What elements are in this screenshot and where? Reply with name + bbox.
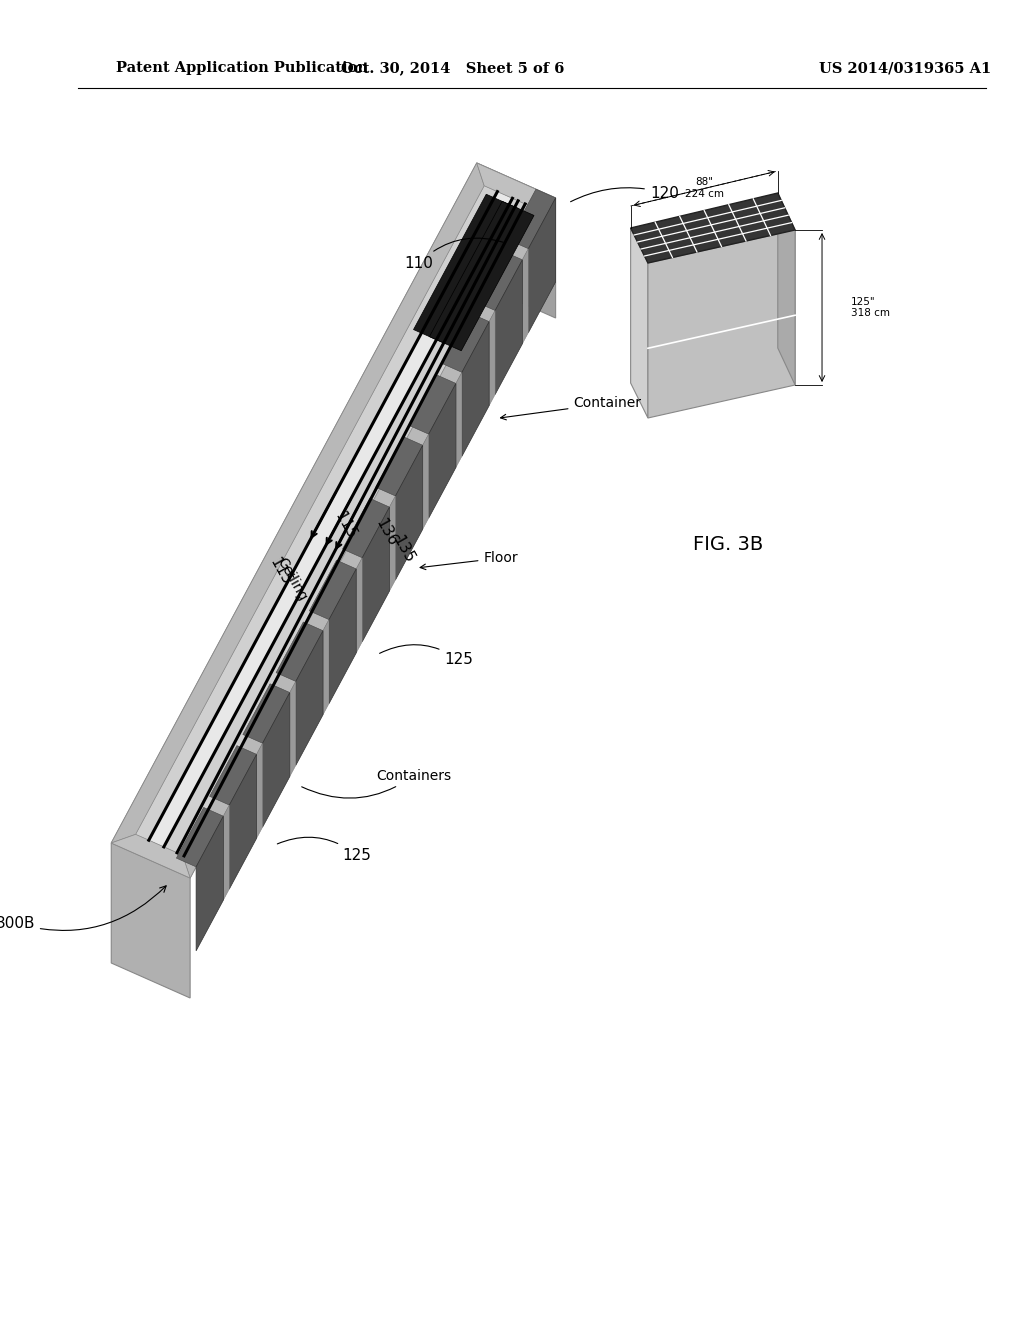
Text: Patent Application Publication: Patent Application Publication (116, 61, 368, 75)
Text: 136: 136 (373, 516, 400, 549)
Polygon shape (489, 310, 496, 405)
Polygon shape (135, 186, 498, 841)
Polygon shape (342, 499, 389, 558)
Polygon shape (631, 228, 648, 418)
Text: Container: Container (501, 396, 641, 420)
Polygon shape (229, 754, 257, 890)
Polygon shape (395, 445, 423, 579)
Polygon shape (509, 189, 556, 248)
Text: Oct. 30, 2014   Sheet 5 of 6: Oct. 30, 2014 Sheet 5 of 6 (341, 61, 564, 75)
Polygon shape (389, 496, 395, 591)
Polygon shape (290, 681, 296, 776)
Text: US 2014/0319365 A1: US 2014/0319365 A1 (818, 61, 991, 75)
Polygon shape (456, 372, 462, 467)
Polygon shape (528, 198, 556, 333)
Polygon shape (296, 631, 323, 766)
Polygon shape (496, 260, 522, 395)
Text: FIG. 3B: FIG. 3B (693, 536, 764, 554)
Polygon shape (362, 507, 389, 642)
Polygon shape (442, 313, 489, 372)
Text: Floor: Floor (420, 550, 518, 570)
Polygon shape (182, 198, 556, 878)
Text: 120: 120 (570, 186, 679, 202)
Polygon shape (356, 558, 362, 653)
Text: 300B: 300B (0, 886, 166, 931)
Polygon shape (329, 569, 356, 704)
Polygon shape (477, 162, 556, 207)
Polygon shape (112, 162, 484, 843)
Polygon shape (210, 746, 257, 805)
Polygon shape (257, 743, 262, 838)
Polygon shape (243, 684, 290, 743)
Polygon shape (423, 434, 429, 529)
Polygon shape (522, 248, 528, 343)
Polygon shape (148, 191, 512, 847)
Polygon shape (409, 375, 456, 434)
Text: 88"
224 cm: 88" 224 cm (685, 177, 724, 199)
Polygon shape (276, 622, 323, 681)
Polygon shape (323, 619, 329, 714)
Text: Ceiling: Ceiling (274, 554, 309, 603)
Polygon shape (778, 193, 795, 385)
Text: 125"
318 cm: 125" 318 cm (851, 297, 890, 318)
Polygon shape (176, 808, 223, 867)
Text: 135: 135 (390, 533, 418, 566)
Text: 115: 115 (267, 554, 294, 587)
Polygon shape (429, 202, 534, 351)
Text: 115: 115 (332, 510, 358, 543)
Polygon shape (414, 194, 518, 343)
Text: 110: 110 (404, 238, 503, 271)
Text: 125: 125 (380, 644, 473, 667)
Polygon shape (112, 843, 190, 998)
Polygon shape (112, 162, 556, 878)
Polygon shape (648, 230, 795, 418)
Text: 125: 125 (278, 837, 371, 862)
Text: Containers: Containers (302, 768, 452, 799)
Polygon shape (477, 162, 556, 318)
Polygon shape (631, 193, 795, 263)
Polygon shape (164, 198, 531, 855)
Polygon shape (309, 560, 356, 619)
Polygon shape (262, 693, 290, 828)
Polygon shape (223, 805, 229, 900)
Polygon shape (376, 437, 423, 496)
Polygon shape (429, 383, 456, 519)
Polygon shape (462, 322, 489, 457)
Polygon shape (135, 186, 531, 855)
Polygon shape (112, 834, 190, 878)
Polygon shape (475, 251, 522, 310)
Polygon shape (197, 816, 223, 950)
